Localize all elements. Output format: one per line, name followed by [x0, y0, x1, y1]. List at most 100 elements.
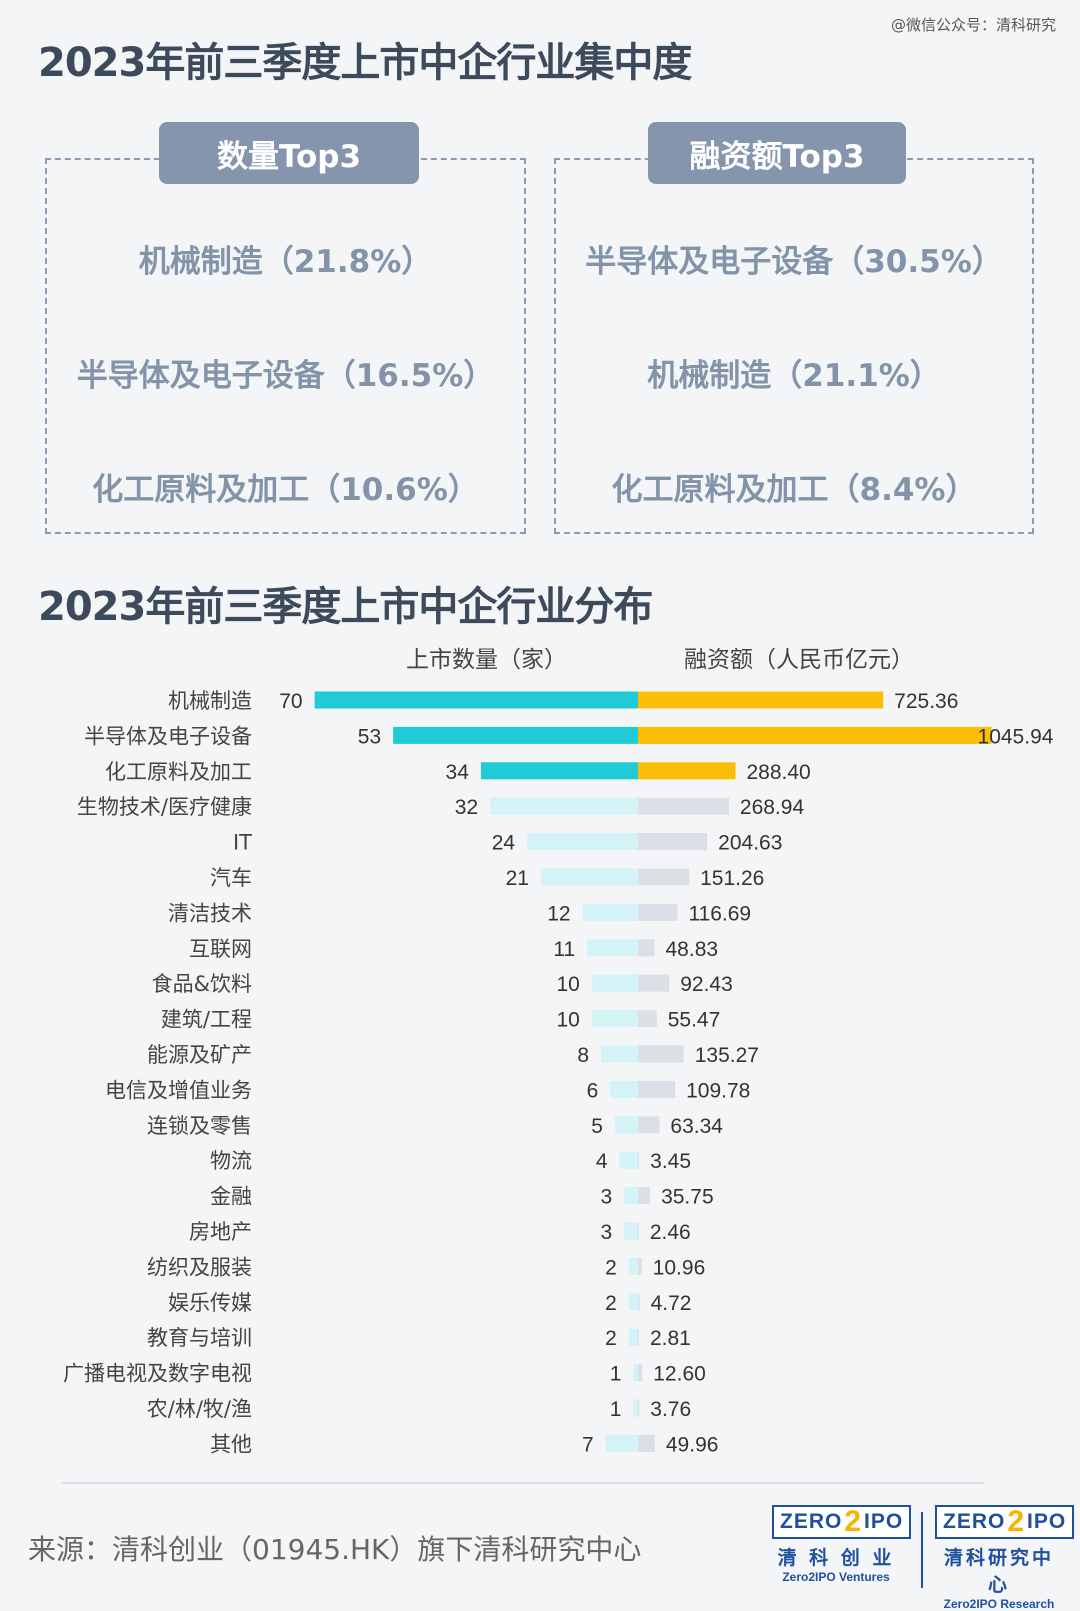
count-value-label: 8 [577, 1044, 589, 1067]
category-label: 广播电视及数字电视 [63, 1362, 252, 1386]
count-value-label: 7 [582, 1433, 594, 1456]
footer-divider [62, 1482, 984, 1484]
count-bar [540, 868, 638, 886]
amount-bar [638, 1222, 639, 1240]
category-label: 其他 [210, 1432, 252, 1456]
category-label: 建筑/工程 [161, 1008, 252, 1032]
count-value-label: 70 [279, 690, 302, 713]
category-label: 能源及矿产 [147, 1043, 252, 1067]
count-bar [314, 691, 638, 709]
amount-value-label: 151.26 [700, 867, 764, 890]
count-value-label: 11 [553, 938, 575, 961]
count-top3-item-3: 化工原料及加工（10.6%） [92, 472, 479, 508]
count-value-label: 2 [605, 1256, 617, 1279]
count-bar [601, 1045, 638, 1063]
count-bar [614, 1116, 638, 1134]
amount-axis-header: 融资额（人民币亿元） [684, 647, 914, 673]
amount-value-label: 55.47 [668, 1009, 721, 1032]
amount-bar [638, 1257, 642, 1275]
amount-top3-item-3: 化工原料及加工（8.4%） [611, 472, 977, 508]
amount-bar [638, 868, 690, 886]
count-bar [605, 1434, 638, 1452]
amount-value-label: 204.63 [718, 832, 782, 855]
amount-value-label: 92.43 [680, 973, 733, 996]
amount-top3-item-2: 机械制造（21.1%） [647, 358, 941, 394]
amount-bar [638, 1187, 651, 1205]
count-axis-header: 上市数量（家） [406, 647, 567, 673]
amount-bar [638, 1045, 684, 1063]
count-value-label: 4 [596, 1150, 608, 1173]
category-label: 电信及增值业务 [105, 1078, 252, 1102]
count-bar [633, 1399, 638, 1417]
distribution-title: 2023年前三季度上市中企行业分布 [38, 584, 653, 630]
count-value-label: 2 [605, 1292, 617, 1315]
count-value-label: 24 [492, 832, 516, 855]
category-label: 金融 [210, 1185, 252, 1209]
amount-value-label: 3.45 [650, 1150, 691, 1173]
count-bar [591, 1010, 638, 1028]
category-label: 汽车 [210, 866, 252, 890]
amount-bar [638, 762, 736, 780]
count-value-label: 21 [506, 867, 529, 890]
amount-bar [638, 797, 729, 815]
amount-bar [638, 1434, 655, 1452]
count-value-label: 1 [610, 1363, 622, 1386]
count-value-label: 32 [455, 796, 478, 819]
amount-value-label: 2.46 [650, 1221, 691, 1244]
amount-bar [638, 1328, 639, 1346]
count-bar [393, 726, 638, 744]
amount-value-label: 288.40 [746, 761, 810, 784]
watermark: @微信公众号：清科研究 [890, 16, 1056, 34]
amount-bar [638, 833, 708, 851]
count-bar [624, 1222, 638, 1240]
amount-value-label: 109.78 [686, 1079, 750, 1102]
count-bar [633, 1364, 638, 1382]
amount-bar [638, 691, 884, 709]
amount-bar [638, 1364, 643, 1382]
count-bar [527, 833, 638, 851]
count-top3-item-1: 机械制造（21.8%） [138, 244, 433, 280]
amount-value-label: 135.27 [695, 1044, 759, 1067]
amount-value-label: 116.69 [688, 902, 751, 925]
zero2ipo-ventures-logo: ZERO 2 IPO 清 科 创 业 Zero2IPO Ventures [772, 1505, 912, 1584]
amount-top3-panel: 融资额Top3 半导体及电子设备（30.5%） 机械制造（21.1%） 化工原料… [554, 122, 1034, 534]
count-bar [610, 1080, 638, 1098]
count-top3-item-2: 半导体及电子设备（16.5%） [76, 358, 495, 394]
count-value-label: 10 [556, 1009, 579, 1032]
amount-value-label: 725.36 [894, 690, 958, 713]
count-top3-panel: 数量Top3 机械制造（21.8%） 半导体及电子设备（16.5%） 化工原料及… [45, 122, 526, 534]
amount-bar [638, 974, 670, 992]
amount-value-label: 268.94 [740, 796, 805, 819]
count-value-label: 10 [556, 973, 579, 996]
amount-bar [638, 1399, 640, 1417]
count-value-label: 1 [610, 1398, 622, 1421]
count-bar [480, 762, 638, 780]
count-value-label: 12 [547, 902, 570, 925]
category-label: 互联网 [189, 937, 252, 961]
amount-top3-badge: 融资额Top3 [648, 122, 906, 184]
category-label: 物流 [210, 1149, 252, 1173]
category-label: 连锁及零售 [147, 1114, 252, 1138]
category-label: 食品&饮料 [152, 972, 252, 996]
count-bar [628, 1257, 638, 1275]
logo-separator [921, 1512, 923, 1588]
amount-bar [638, 1116, 660, 1134]
zero2ipo-research-logo: ZERO 2 IPO 清科研究中心 Zero2IPO Research [935, 1505, 1075, 1611]
count-value-label: 34 [446, 761, 470, 784]
category-label: IT [233, 831, 252, 855]
amount-value-label: 48.83 [666, 938, 719, 961]
category-label: 化工原料及加工 [105, 760, 252, 784]
category-label: 房地产 [189, 1220, 252, 1244]
count-bar [619, 1151, 638, 1169]
amount-bar [638, 1080, 676, 1098]
count-bar [628, 1328, 638, 1346]
category-label: 生物技术/医疗健康 [77, 795, 252, 819]
count-value-label: 3 [600, 1186, 612, 1209]
count-value-label: 5 [591, 1115, 603, 1138]
category-label: 教育与培训 [147, 1326, 252, 1350]
amount-bar [638, 1151, 640, 1169]
count-bar [628, 1293, 638, 1311]
count-bar [591, 974, 638, 992]
category-label: 清洁技术 [168, 901, 252, 925]
